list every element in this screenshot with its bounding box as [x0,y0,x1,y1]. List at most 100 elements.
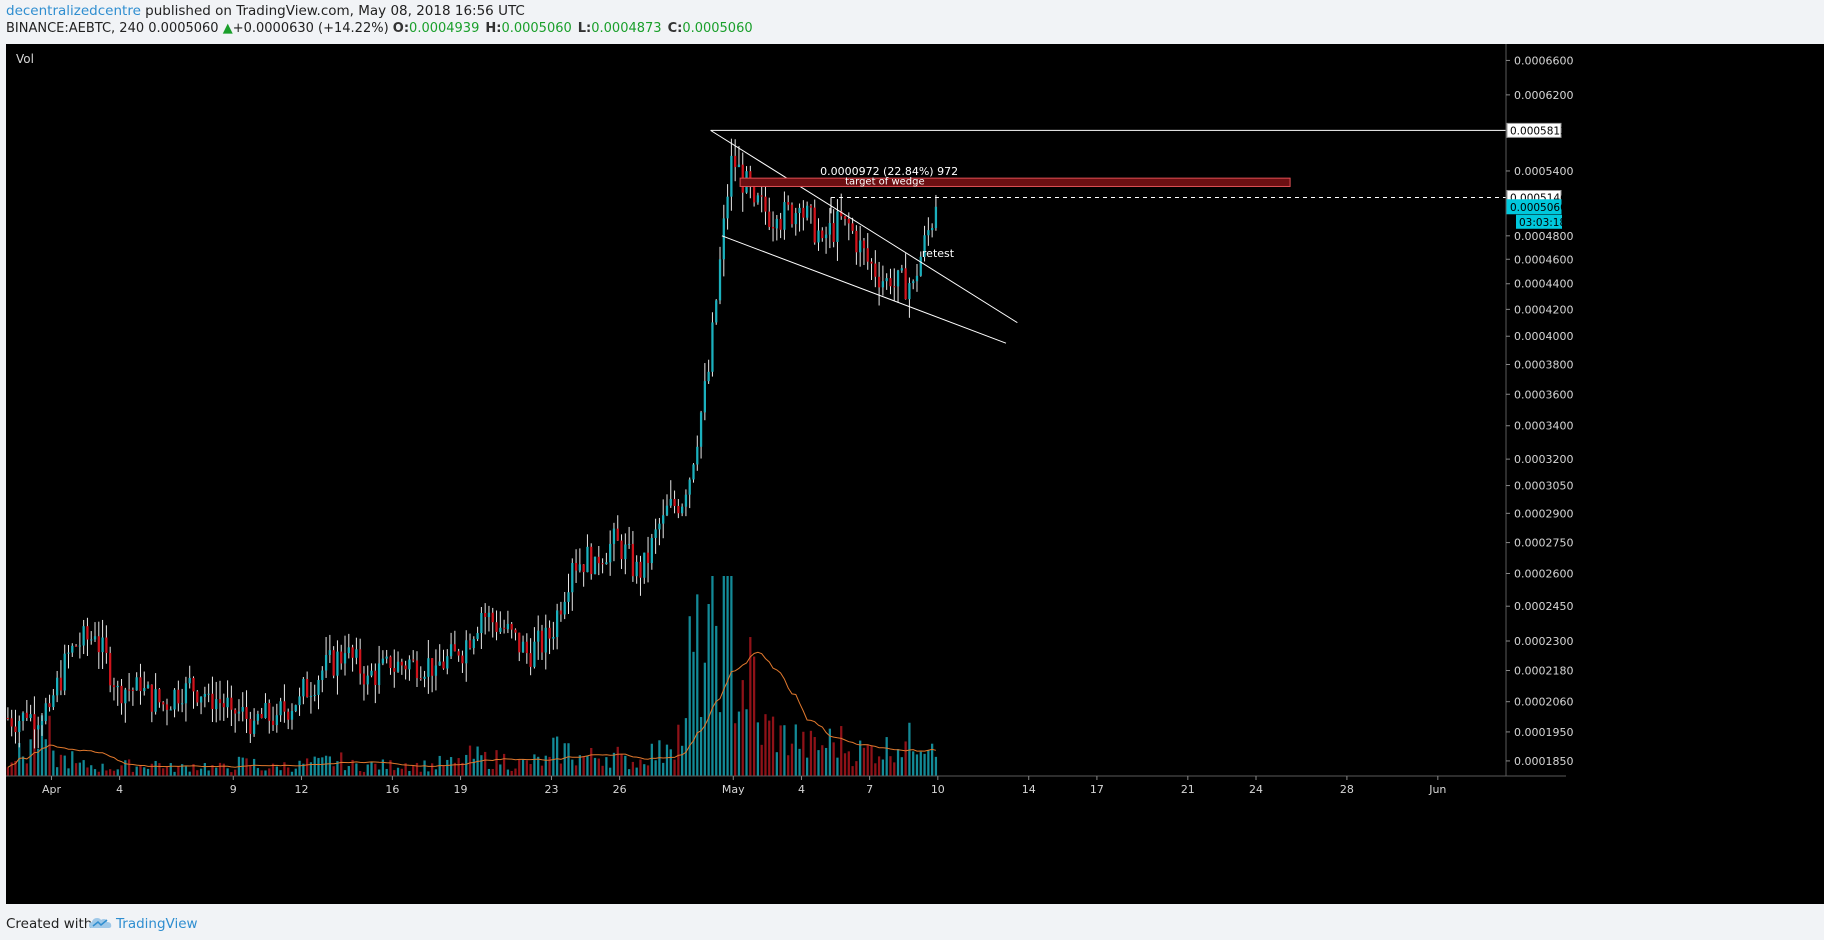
candle-body [237,711,241,714]
volume-bar [506,769,510,776]
candle-body [870,261,873,264]
volume-bar [442,765,445,776]
volume-bar [889,756,892,776]
volume-bar [343,770,347,776]
volume-bar [446,759,449,776]
candle-body [177,689,180,704]
volume-bar [188,771,191,776]
candle-body [590,546,593,574]
volume-bar [351,759,354,776]
volume-bar [230,772,233,776]
open-value: 0.0004939 [409,21,480,36]
volume-bar [681,745,684,776]
volume-bar [396,767,400,776]
candle-body [260,714,263,718]
volume-bar [866,744,869,776]
volume-bar [192,764,195,776]
candle-body [271,720,275,726]
candle-body [881,281,885,288]
chart-container[interactable]: target of wedge 0.0000972 (22.84%) 972 ret… [6,44,1824,904]
candle-body [158,689,161,703]
candle-body [192,677,195,692]
author-link[interactable]: decentralizedcentre [6,3,141,19]
volume-bar [760,744,763,776]
candle-body [783,202,786,230]
volume-bar [593,757,597,776]
candle-body [169,709,172,711]
volume-bar [453,762,456,776]
volume-bar [915,754,919,776]
candle-body [518,632,521,653]
tradingview-brand-link[interactable]: TradingView [116,916,198,932]
candle-body [82,626,85,646]
candle-body [866,248,869,262]
volume-bar [449,757,453,776]
volume-bar [847,751,850,776]
volume-bar [101,763,104,776]
change-arrow-icon: ▲ [222,21,233,36]
candle-body [264,703,267,718]
time-tick-label: 4 [116,783,123,796]
volume-bar [631,761,635,776]
volume-bar [590,747,593,776]
price-tick-label: 0.0001950 [1514,726,1574,739]
candle-body [643,552,646,578]
volume-bar [400,768,403,776]
volume-bar [268,768,271,776]
candle-body [173,689,176,710]
volume-bar [654,760,657,776]
candle-body [453,644,456,652]
candle-body [715,300,718,323]
countdown-tag: 03:03:18 [1519,217,1566,229]
wedge-lower-trendline[interactable] [721,235,1007,344]
measure-label: 0.0000972 (22.84%) 972 [820,165,958,178]
close-value: 0.0005060 [682,21,753,36]
candle-body [472,639,475,649]
volume-bar [336,761,339,776]
volume-bar [173,771,176,776]
candle-body [468,640,472,649]
candle-body [832,223,835,242]
price-change: +0.0000630 (+14.22%) [232,21,389,36]
time-tick-label: 12 [294,783,308,796]
candle-body [840,211,843,217]
candle-body [131,689,135,691]
candle-body [287,711,290,720]
price-tick-label: 0.0004000 [1514,330,1574,343]
volume-bar [779,725,782,776]
volume-bar [745,709,748,776]
target-of-wedge-box[interactable] [739,177,1291,187]
volume-bar [14,760,17,776]
tradingview-logo-icon [89,918,112,928]
time-tick-label: 19 [454,783,468,796]
time-tick-label: 24 [1249,783,1263,796]
volume-bar [271,763,275,776]
volume-bar [169,763,172,776]
volume-bar [677,724,680,776]
candle-body [25,712,28,718]
volume-bar [518,759,521,776]
candle-body [859,240,862,253]
candle-body [790,204,794,225]
wedge-upper-trendline[interactable] [710,129,1018,324]
volume-bar [586,755,589,776]
candle-body [294,705,297,711]
symbol-label[interactable]: BINANCE:AEBTC, 240 [6,21,145,36]
price-tick-label: 0.0004400 [1514,278,1574,291]
volume-bar [673,759,676,776]
candle-body [124,689,127,704]
volume-bar [798,748,801,776]
candle-body [612,528,616,544]
price-tick-label: 0.0003800 [1514,358,1574,371]
candle-body [806,205,809,218]
candle-body [874,263,877,277]
candle-body [332,650,335,676]
volume-bar [639,759,642,776]
volume-bar [904,741,907,776]
candle-body [245,707,248,719]
candle-body [86,626,89,640]
candle-body [381,658,385,664]
volume-bar [468,745,472,776]
volume-bar [635,767,638,776]
